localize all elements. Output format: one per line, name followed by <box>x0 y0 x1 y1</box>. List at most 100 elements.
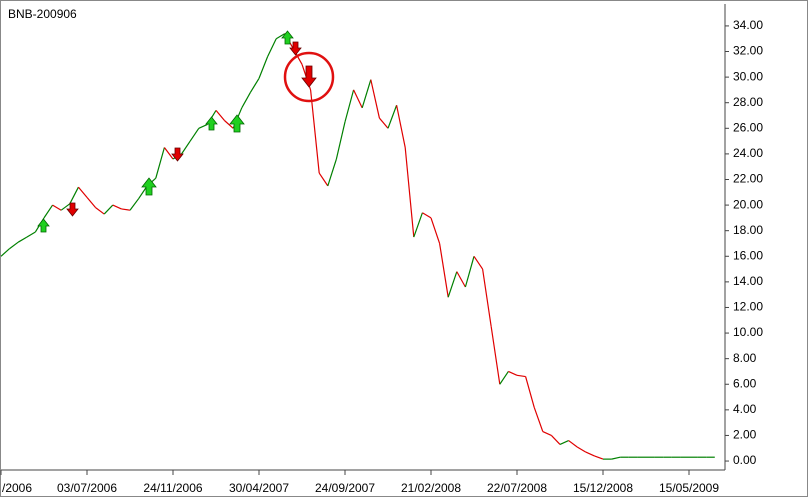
price-segment <box>215 109 226 122</box>
price-segment <box>585 451 595 457</box>
y-tick-label: 0.00 <box>733 453 757 467</box>
price-segment <box>275 33 286 40</box>
buy-arrow <box>141 177 157 196</box>
price-segment <box>327 158 337 187</box>
buy-arrow <box>229 114 245 133</box>
y-tick-label: 4.00 <box>733 402 757 416</box>
price-segment <box>464 256 475 288</box>
y-tick-label: 10.00 <box>733 325 763 339</box>
sell-arrow <box>66 202 79 217</box>
price-segment <box>163 147 174 160</box>
price-segment <box>95 207 105 215</box>
price-segment <box>516 374 526 378</box>
x-tick-label: 21/02/2008 <box>401 481 461 495</box>
price-segment <box>129 198 140 211</box>
x-tick-label: /2006 <box>2 481 32 495</box>
price-segment <box>447 271 458 298</box>
x-tick-label: 22/07/2008 <box>487 481 547 495</box>
chart-title: BNB-200906 <box>8 7 77 21</box>
y-tick-label: 6.00 <box>733 376 757 390</box>
price-segment <box>542 431 552 436</box>
price-segment <box>430 217 441 244</box>
price-segment <box>17 236 28 243</box>
y-tick-label: 26.00 <box>733 120 763 134</box>
price-segment <box>155 147 165 179</box>
price-segment <box>525 376 535 408</box>
y-tick-label: 30.00 <box>733 69 763 83</box>
price-segment <box>189 127 200 142</box>
price-segment <box>9 241 19 250</box>
price-segment <box>594 455 604 460</box>
price-segment <box>482 268 492 327</box>
x-tick-label: 24/09/2007 <box>315 481 375 495</box>
sell-arrow <box>171 147 184 162</box>
price-segment <box>0 248 10 257</box>
x-tick-label: 24/11/2006 <box>143 481 202 495</box>
y-tick-label: 34.00 <box>733 18 763 32</box>
y-tick-label: 12.00 <box>733 300 763 314</box>
price-segment <box>361 79 372 108</box>
price-segment <box>473 255 484 270</box>
y-tick-label: 14.00 <box>733 274 763 288</box>
price-segment <box>344 89 355 123</box>
price-segment <box>249 78 260 93</box>
price-segment <box>413 212 423 238</box>
price-segment <box>121 208 131 211</box>
price-segment <box>533 407 544 432</box>
price-segment <box>559 440 569 445</box>
price-segment <box>353 89 363 109</box>
x-tick-label: 15/05/2009 <box>659 481 719 495</box>
y-tick-label: 2.00 <box>733 428 757 442</box>
price-segment <box>318 172 329 187</box>
price-segment <box>112 204 122 210</box>
price-segment <box>181 140 191 155</box>
y-tick-label: 24.00 <box>733 146 763 160</box>
price-segment <box>396 105 406 148</box>
price-segment <box>499 371 509 385</box>
price-segment <box>439 243 449 298</box>
price-segment <box>43 204 54 219</box>
price-segment <box>611 456 621 460</box>
y-tick-label: 20.00 <box>733 197 763 211</box>
price-segment <box>576 446 587 453</box>
price-segment <box>404 147 415 238</box>
buy-arrow <box>281 30 294 45</box>
price-segment <box>103 204 114 215</box>
y-tick-label: 18.00 <box>733 223 763 237</box>
buy-arrow <box>205 116 218 131</box>
x-tick-label: 30/04/2007 <box>229 481 289 495</box>
price-segment <box>77 186 88 198</box>
price-segment <box>60 203 71 211</box>
price-segment <box>387 105 398 129</box>
price-segment <box>456 271 466 288</box>
sell-arrow <box>301 65 317 88</box>
price-segment <box>550 435 561 445</box>
price-segment <box>224 120 234 129</box>
y-tick-label: 8.00 <box>733 351 757 365</box>
buy-arrow <box>37 218 50 233</box>
price-segment <box>241 92 251 109</box>
highlight-circle <box>283 51 335 103</box>
price-segment <box>26 231 36 238</box>
price-segment <box>568 440 578 448</box>
signals <box>37 30 335 233</box>
price-segment <box>258 56 269 79</box>
price-segment <box>52 204 62 211</box>
y-tick-label: 22.00 <box>733 172 763 186</box>
x-tick-label: 03/07/2006 <box>57 481 117 495</box>
price-segment <box>69 186 79 205</box>
price-segment <box>198 123 208 129</box>
price-segment <box>267 38 277 57</box>
price-segment <box>378 117 389 129</box>
price-segment <box>370 79 380 119</box>
price-segment <box>86 197 97 209</box>
price-segment <box>508 370 518 376</box>
sell-arrow <box>289 41 302 56</box>
price-segment <box>310 89 320 174</box>
price-segment <box>335 121 346 160</box>
y-tick-label: 16.00 <box>733 248 763 262</box>
y-tick-label: 28.00 <box>733 95 763 109</box>
